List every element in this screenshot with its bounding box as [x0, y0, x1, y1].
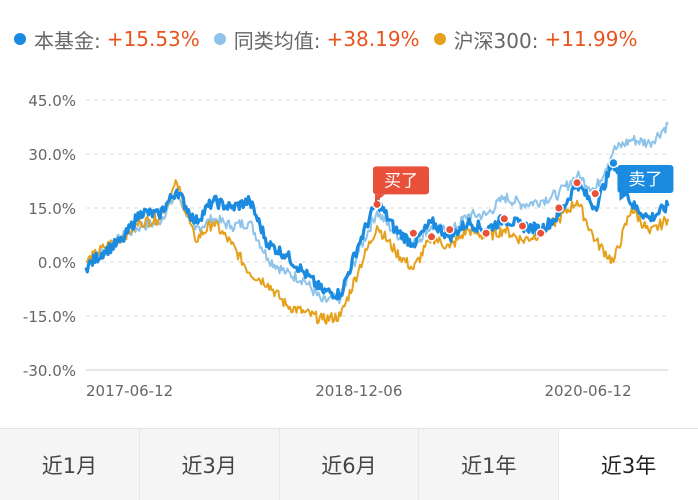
legend-label-category: 同类均值: — [233, 28, 321, 53]
y-tick-label: -30.0% — [23, 362, 76, 380]
legend-value-fund: +15.53% — [106, 27, 200, 51]
x-tick-label: 2017-06-12 — [86, 382, 173, 400]
line-chart[interactable]: 45.0% 30.0% 15.0% 0.0% -15.0% -30.0% 2017-06-1… — [0, 80, 698, 420]
buy-marker — [426, 231, 437, 242]
sell-annotation-box — [617, 165, 674, 193]
legend-dot-category — [213, 33, 226, 45]
y-tick-label: 15.0% — [28, 200, 76, 218]
sell-annotation-label: 卖了 — [628, 170, 662, 190]
buy-annotation-label: 买了 — [384, 171, 418, 191]
buy-marker — [499, 213, 510, 224]
period-tabs: 近1月 近3月 近6月 近1年 近3年 — [0, 428, 698, 500]
x-tick-label: 2020-06-12 — [544, 382, 631, 400]
x-tick-label: 2018-12-06 — [315, 382, 402, 400]
buy-marker — [517, 221, 528, 231]
legend-item-hs300[interactable]: 沪深300: +11.99% — [433, 25, 638, 54]
buy-annotation-pointer — [375, 194, 385, 203]
legend-dot-hs300 — [433, 33, 446, 45]
y-tick-label: -15.0% — [23, 308, 76, 326]
sell-annotation-pointer — [619, 193, 630, 201]
tab-1-year[interactable]: 近1年 — [419, 429, 560, 500]
buy-marker — [590, 188, 601, 199]
legend-label-hs300: 沪深300: — [453, 28, 539, 53]
buy-marker — [408, 228, 419, 239]
y-tick-label: 45.0% — [28, 92, 76, 110]
tab-3-years[interactable]: 近3年 — [559, 429, 698, 500]
legend-item-fund[interactable]: 本基金: +15.53% — [14, 25, 200, 54]
tab-1-month[interactable]: 近1月 — [0, 429, 140, 500]
legend-label-fund: 本基金: — [34, 28, 101, 53]
buy-marker — [535, 228, 546, 239]
tab-3-months[interactable]: 近3月 — [139, 429, 280, 500]
buy-marker — [481, 228, 492, 239]
category-average-line — [85, 121, 669, 305]
legend-dot-fund — [14, 33, 26, 45]
buy-marker — [572, 177, 582, 188]
legend-value-category: +38.19% — [326, 27, 420, 51]
y-tick-label: 0.0% — [38, 254, 76, 272]
y-tick-label: 30.0% — [28, 146, 76, 164]
buy-marker — [444, 224, 455, 235]
legend-item-category[interactable]: 同类均值: +38.19% — [213, 25, 420, 54]
buy-marker — [372, 199, 382, 210]
buy-annotation-box — [373, 166, 429, 195]
buy-marker — [553, 203, 564, 213]
chart-legend: 本基金: +15.53% 同类均值: +38.19% 沪深300: +11.99… — [14, 22, 652, 56]
legend-value-hs300: +11.99% — [544, 27, 638, 51]
sell-marker — [608, 157, 619, 169]
tab-6-months[interactable]: 近6月 — [279, 429, 420, 500]
